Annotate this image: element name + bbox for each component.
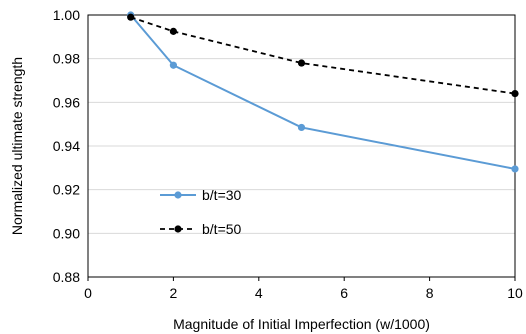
y-tick-label: 0.98 — [53, 51, 80, 67]
x-tick-label: 0 — [84, 285, 92, 301]
series-line — [130, 16, 516, 95]
data-point — [511, 90, 519, 98]
y-axis-title: Normalized ultimate strength — [9, 57, 25, 235]
data-point — [297, 123, 306, 132]
y-tick-label: 1.00 — [53, 7, 80, 23]
legend-item-b-t-30: b/t=30 — [160, 187, 242, 203]
y-tick-label: 0.94 — [53, 138, 80, 154]
x-axis-title: Magnitude of Initial Imperfection (w/100… — [173, 316, 430, 332]
series-b-t-50 — [127, 13, 519, 98]
legend-label: b/t=50 — [202, 221, 242, 237]
y-tick-label: 0.92 — [53, 182, 80, 198]
legend-swatch-marker — [174, 225, 182, 233]
x-tick-label: 4 — [255, 285, 263, 301]
y-tick-label: 0.96 — [53, 94, 80, 110]
legend: b/t=30 b/t=50 — [160, 187, 242, 237]
data-point — [169, 27, 177, 35]
x-tick-label: 2 — [170, 285, 178, 301]
x-tick-label: 8 — [426, 285, 434, 301]
x-axis-tick-labels: 0 2 4 6 8 10 — [84, 277, 523, 301]
gridlines — [88, 58, 515, 234]
series-b-t-30 — [127, 11, 519, 173]
data-point — [297, 59, 306, 67]
y-tick-label: 0.88 — [53, 269, 80, 285]
data-series — [127, 11, 519, 173]
legend-swatch-marker — [174, 191, 182, 199]
x-tick-label: 6 — [340, 285, 348, 301]
legend-item-b-t-50: b/t=50 — [160, 221, 242, 237]
plot-area-frame — [87, 14, 516, 278]
x-tick-label: 10 — [507, 285, 523, 301]
series-line — [129, 14, 516, 170]
legend-label: b/t=30 — [202, 187, 242, 203]
data-point — [511, 165, 519, 173]
y-axis-tick-labels: 0.88 0.90 0.92 0.94 0.96 0.98 1.00 — [53, 7, 80, 285]
data-point — [127, 13, 135, 21]
y-tick-label: 0.90 — [53, 225, 80, 241]
data-point — [169, 61, 177, 69]
